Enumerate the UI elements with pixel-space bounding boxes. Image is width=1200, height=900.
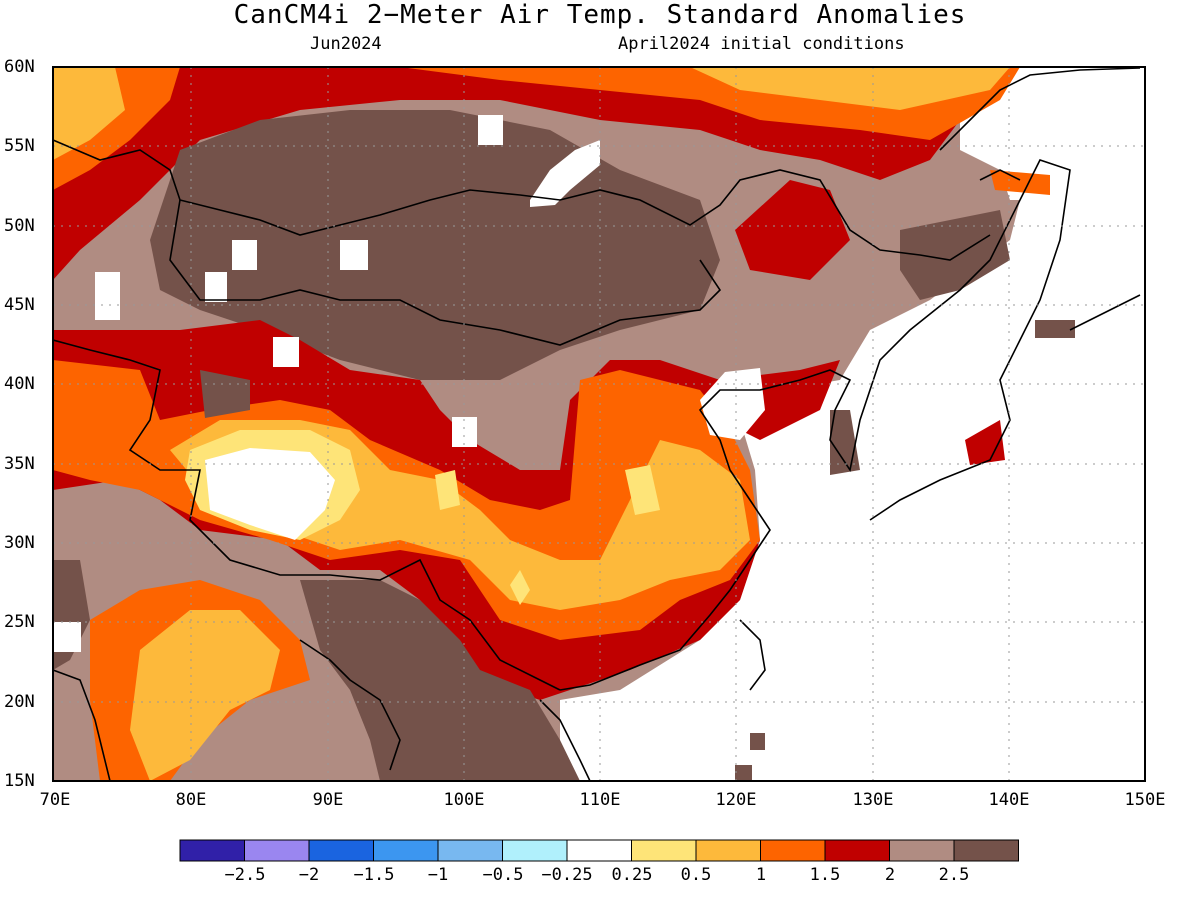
colorbar-label: −2	[298, 865, 320, 885]
lat-label: 55N	[4, 136, 35, 156]
colorbar	[179, 839, 1019, 862]
colorbar-label: 2.5	[938, 865, 970, 885]
lat-label: 60N	[4, 57, 35, 77]
lon-label: 130E	[852, 790, 894, 810]
gridlines	[53, 67, 1145, 781]
colorbar-label: 1.5	[809, 865, 841, 885]
colorbar-swatch	[631, 839, 697, 862]
colorbar-label: 0.5	[680, 865, 712, 885]
lon-label: 150E	[1124, 790, 1166, 810]
map-shading	[53, 67, 1145, 781]
colorbar-swatch	[502, 839, 568, 862]
lat-label: 20N	[4, 692, 35, 712]
lon-label: 140E	[988, 790, 1030, 810]
colorbar-swatch	[437, 839, 503, 862]
colorbar-swatch	[244, 839, 310, 862]
colorbar-swatch	[953, 839, 1019, 862]
lat-label: 30N	[4, 533, 35, 553]
lat-label: 45N	[4, 295, 35, 315]
colorbar-label: −0.5	[482, 865, 524, 885]
colorbar-swatch	[695, 839, 761, 862]
colorbar-label: 1	[755, 865, 767, 885]
colorbar-label: −2.5	[224, 865, 266, 885]
lat-label: 40N	[4, 374, 35, 394]
subtitle-month: Jun2024	[310, 34, 382, 54]
lat-label: 15N	[4, 771, 35, 791]
colorbar-label: −1.5	[353, 865, 395, 885]
lat-label: 25N	[4, 612, 35, 632]
colorbar-swatch	[824, 839, 890, 862]
map-title: CanCM4i 2−Meter Air Temp. Standard Anoma…	[233, 0, 967, 30]
colorbar-swatch	[889, 839, 955, 862]
colorbar-label: −1	[427, 865, 449, 885]
colorbar-swatch	[760, 839, 826, 862]
lat-label: 35N	[4, 454, 35, 474]
lon-label: 80E	[175, 790, 207, 810]
colorbar-swatch	[566, 839, 632, 862]
lon-label: 90E	[312, 790, 344, 810]
colorbar-swatch	[308, 839, 374, 862]
lon-label: 100E	[443, 790, 485, 810]
lon-label: 120E	[715, 790, 757, 810]
map-frame	[52, 66, 1146, 782]
subtitle-initial-conditions: April2024 initial conditions	[618, 34, 905, 54]
lat-label: 50N	[4, 216, 35, 236]
colorbar-label: 2	[884, 865, 896, 885]
lon-label: 70E	[39, 790, 71, 810]
coastlines	[53, 67, 1141, 781]
colorbar-label: 0.25	[611, 865, 653, 885]
colorbar-swatch	[373, 839, 439, 862]
lon-label: 110E	[579, 790, 621, 810]
colorbar-label: −0.25	[541, 865, 593, 885]
colorbar-swatch	[179, 839, 245, 862]
